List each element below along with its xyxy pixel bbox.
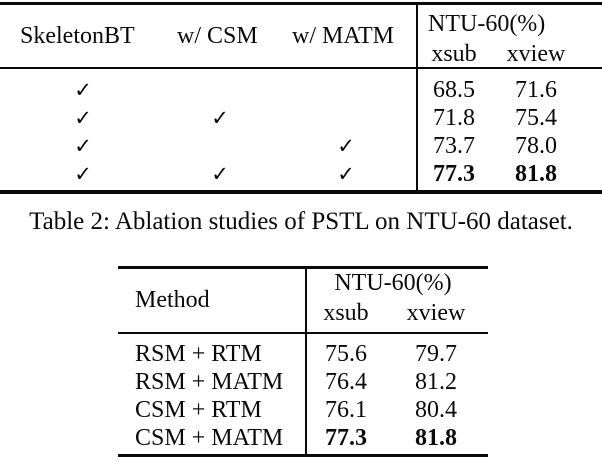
method-name: CSM + RTM	[135, 397, 262, 423]
value-xsub: 73.7	[433, 133, 475, 159]
table1-header-skeletonbt: SkeletonBT	[20, 23, 135, 49]
table1-top-rule	[0, 2, 602, 5]
check-skeletonbt: ✓	[74, 78, 92, 102]
value-xsub-best: 77.3	[433, 161, 475, 187]
value-xsub: 76.4	[325, 369, 367, 395]
table1-bottom-rule	[0, 190, 602, 194]
table1-header-matm: w/ MATM	[292, 23, 395, 49]
table1-subheader-xview: xview	[506, 41, 566, 67]
check-csm: ✓	[211, 106, 229, 130]
value-xsub: 76.1	[325, 397, 367, 423]
table1-header-csm: w/ CSM	[177, 23, 258, 49]
table1-group-header: NTU-60(%)	[428, 11, 546, 37]
table1-subheader-xsub: xsub	[431, 41, 477, 67]
table2-subheader-xsub: xsub	[323, 300, 369, 326]
table2-vertical-divider	[305, 269, 307, 454]
check-skeletonbt: ✓	[74, 106, 92, 130]
table2-header-rule	[118, 332, 488, 334]
table2-header-method: Method	[135, 287, 210, 313]
value-xsub: 75.6	[325, 341, 367, 367]
value-xview-best: 81.8	[515, 161, 557, 187]
method-name: RSM + MATM	[135, 369, 284, 395]
check-matm: ✓	[337, 134, 355, 158]
value-xview: 71.6	[515, 77, 557, 103]
table2-bottom-rule	[118, 454, 488, 457]
table-caption: Table 2: Ablation studies of PSTL on NTU…	[29, 208, 573, 235]
value-xview: 80.4	[415, 397, 457, 423]
value-xview: 81.2	[415, 369, 457, 395]
check-skeletonbt: ✓	[74, 162, 92, 186]
check-skeletonbt: ✓	[74, 134, 92, 158]
value-xsub: 71.8	[433, 105, 475, 131]
check-matm: ✓	[337, 162, 355, 186]
value-xsub: 68.5	[433, 77, 475, 103]
check-csm: ✓	[211, 162, 229, 186]
method-name: CSM + MATM	[135, 425, 284, 451]
table2-subheader-xview: xview	[406, 300, 466, 326]
value-xsub-best: 77.3	[325, 425, 367, 451]
value-xview: 78.0	[515, 133, 557, 159]
value-xview-best: 81.8	[415, 425, 457, 451]
value-xview: 75.4	[515, 105, 557, 131]
table2-top-rule	[118, 266, 488, 269]
method-name: RSM + RTM	[135, 341, 262, 367]
table1-header-rule	[0, 67, 602, 69]
table1-vertical-divider	[416, 5, 418, 190]
value-xview: 79.7	[415, 341, 457, 367]
table2-group-header: NTU-60(%)	[334, 270, 452, 296]
